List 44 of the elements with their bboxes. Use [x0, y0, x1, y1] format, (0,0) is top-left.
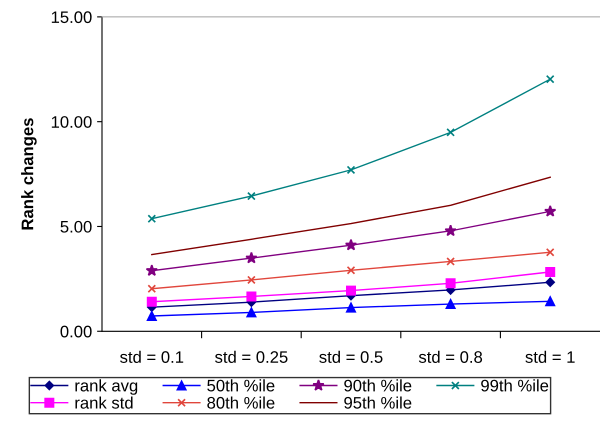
y-tick-label: 10.00 [52, 116, 92, 128]
y-tick-label: 5.00 [60, 220, 92, 233]
x-tick-label: std = 1 [525, 350, 575, 363]
x-tick-label: std = 0.5 [319, 350, 382, 363]
y-tick-label: 0.00 [60, 326, 92, 338]
point [146, 296, 157, 307]
point [544, 204, 556, 217]
point [444, 224, 457, 236]
y-tick-label: 15.00 [52, 11, 92, 24]
point [246, 291, 256, 302]
point [446, 128, 455, 137]
point [146, 264, 158, 276]
point [245, 252, 258, 264]
point [545, 266, 556, 277]
point [146, 310, 157, 321]
point [247, 192, 256, 200]
x-tick-label: std = 0.25 [215, 350, 288, 363]
point [147, 284, 156, 294]
point [346, 302, 356, 313]
point [545, 277, 555, 287]
point [346, 166, 356, 174]
point [246, 307, 256, 318]
point [346, 266, 356, 275]
legend-label: 95th %ile [344, 396, 412, 409]
point [446, 299, 456, 310]
legend-label: 99th %ile [481, 379, 548, 392]
y-axis-title: Rank changes [21, 118, 37, 230]
point [446, 257, 455, 266]
legend-label: rank avg [75, 379, 138, 395]
point [446, 278, 456, 288]
point [545, 296, 556, 306]
legend-label: 80th %ile [207, 396, 274, 409]
legend-label: 50th %ile [207, 379, 274, 392]
point [247, 276, 256, 284]
legend-label: 90th %ile [344, 379, 412, 392]
point [346, 286, 356, 296]
point [344, 238, 358, 250]
x-tick-label: std = 0.8 [418, 350, 482, 363]
line-series [151, 176, 551, 256]
point [546, 74, 555, 84]
x-tick-label: std = 0.1 [120, 350, 184, 363]
point [546, 248, 555, 257]
legend-label: rank std [75, 396, 133, 409]
point [147, 214, 156, 224]
